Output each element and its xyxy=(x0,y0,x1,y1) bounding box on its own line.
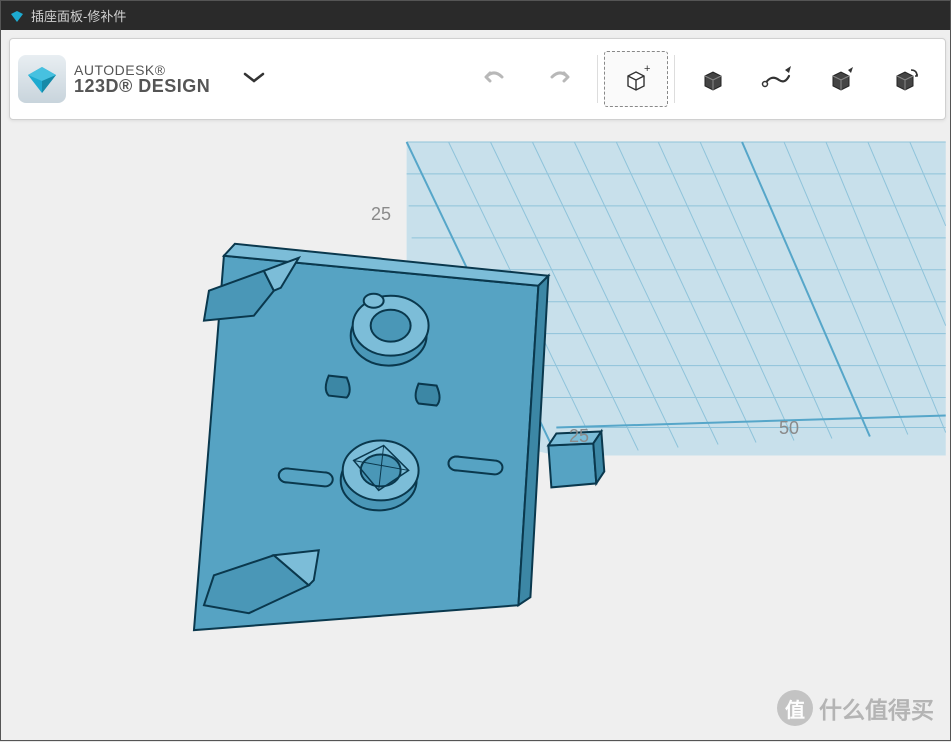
app-icon xyxy=(9,8,25,24)
sketch-tool-button[interactable] xyxy=(745,51,809,107)
revolve-tool-button[interactable] xyxy=(873,51,937,107)
axis-label-z: 25 xyxy=(371,204,391,225)
axis-label-x-near: 25 xyxy=(569,426,589,447)
svg-text:+: + xyxy=(644,64,650,75)
axis-label-x-far: 50 xyxy=(779,418,799,439)
titlebar: 插座面板-修补件 xyxy=(0,0,951,30)
main-area: AUTODESK® 123D® DESIGN xyxy=(0,30,951,741)
brand-text: AUTODESK® 123D® DESIGN xyxy=(74,63,210,95)
primitive-tool-button[interactable]: + xyxy=(604,51,668,107)
brand-block[interactable]: AUTODESK® 123D® DESIGN xyxy=(18,55,210,103)
redo-button[interactable] xyxy=(527,51,591,107)
watermark-text: 什么值得买 xyxy=(819,691,934,725)
watermark: 值 什么值得买 xyxy=(777,690,934,726)
viewport-svg xyxy=(9,126,946,736)
history-group xyxy=(463,51,591,107)
brand-line-1: AUTODESK® xyxy=(74,63,210,77)
toolbar-separator xyxy=(597,55,598,103)
toolbar-separator xyxy=(674,55,675,103)
extrude-tool-button[interactable] xyxy=(681,51,745,107)
window-title: 插座面板-修补件 xyxy=(31,6,126,25)
primitive-group: + xyxy=(604,51,668,107)
app-logo xyxy=(18,55,66,103)
brand-line-2: 123D® DESIGN xyxy=(74,77,210,95)
loft-tool-button[interactable] xyxy=(809,51,873,107)
modeling-group xyxy=(681,51,937,107)
viewport-3d[interactable]: 25 25 50 xyxy=(9,126,946,736)
undo-button[interactable] xyxy=(463,51,527,107)
main-menu-dropdown[interactable] xyxy=(242,70,266,89)
watermark-badge-icon: 值 xyxy=(777,690,813,726)
toolbar: AUTODESK® 123D® DESIGN xyxy=(9,38,946,120)
